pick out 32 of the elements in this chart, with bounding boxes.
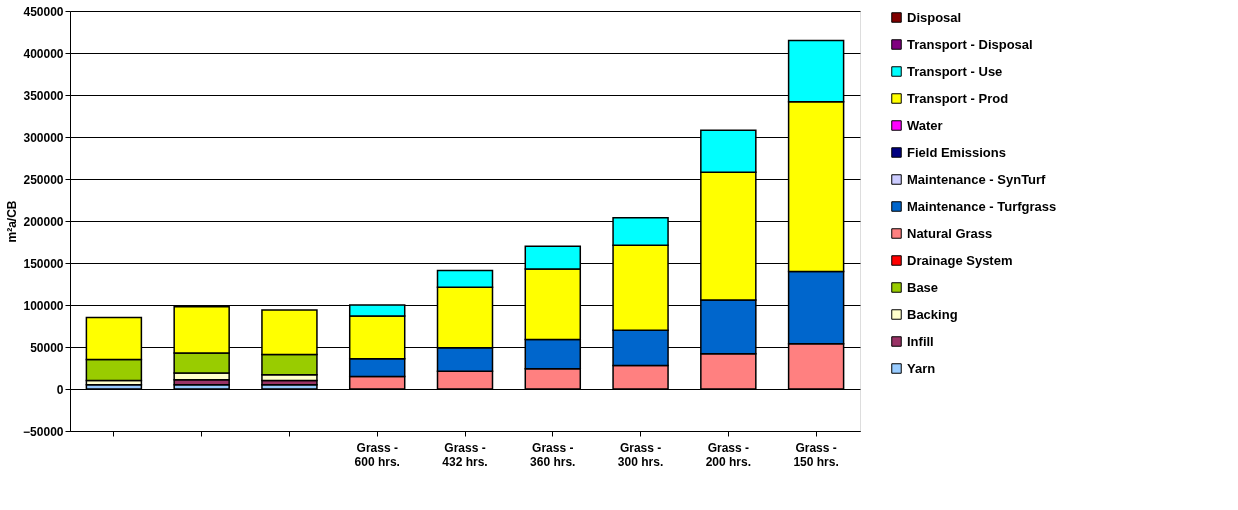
legend-label: Field Emissions xyxy=(907,144,1006,160)
y-tick-label: 100000 xyxy=(23,298,64,313)
x-tick-label: Grass - 200 hrs. xyxy=(705,440,752,469)
y-tick-label: 400000 xyxy=(23,46,64,61)
legend-label: Disposal xyxy=(907,9,962,25)
legend-label: Maintenance - SynTurf xyxy=(907,171,1047,187)
legend-label: Base xyxy=(907,279,939,295)
legend-label: Drainage System xyxy=(907,252,1013,268)
y-tick-label: 150000 xyxy=(23,256,64,271)
x-tick-label: Grass - 300 hrs. xyxy=(617,440,664,469)
x-tick-label: Grass - 360 hrs. xyxy=(530,440,576,469)
legend-label: Water xyxy=(907,117,943,133)
y-axis-title: m²a/CB xyxy=(5,200,20,243)
legend-label: Natural Grass xyxy=(907,225,993,241)
legend-label: Maintenance - Turfgrass xyxy=(907,198,1057,214)
y-tick-label: −50000 xyxy=(23,424,64,439)
legend-label: Transport - Prod xyxy=(907,90,1009,106)
x-tick-label: Grass - 150 hrs. xyxy=(793,440,839,469)
legend-label: Transport - Disposal xyxy=(907,36,1033,52)
y-tick-label: 300000 xyxy=(23,130,64,145)
y-tick-label: 350000 xyxy=(23,88,64,103)
x-tick-label: Grass - 600 hrs. xyxy=(354,440,400,469)
x-tick-label: Grass - 432 hrs. xyxy=(442,440,488,469)
y-tick-label: 450000 xyxy=(23,4,64,19)
legend-label: Backing xyxy=(907,306,958,322)
y-tick-label: 200000 xyxy=(23,214,64,229)
legend-label: Transport - Use xyxy=(907,63,1003,79)
y-tick-label: 0 xyxy=(56,382,64,397)
legend-label: Infill xyxy=(907,333,934,349)
y-tick-label: 50000 xyxy=(30,340,64,355)
legend-label: Yarn xyxy=(907,360,936,376)
y-tick-label: 250000 xyxy=(23,172,64,187)
